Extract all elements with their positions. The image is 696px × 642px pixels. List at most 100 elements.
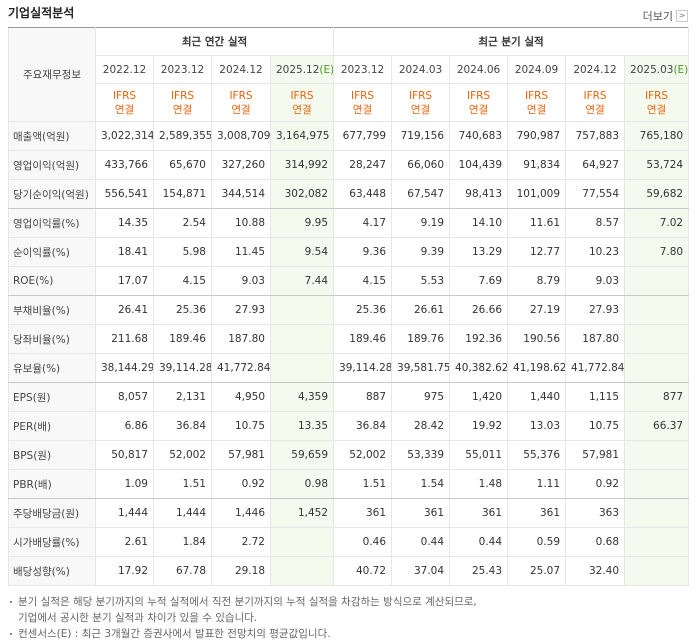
period: 2024.12 xyxy=(573,63,617,76)
period: 2024.12 xyxy=(219,63,263,76)
basis: 연결 xyxy=(352,103,373,116)
value-cell: 1.54 xyxy=(391,469,451,499)
data-row: PER(배) 6.86 36.84 10.75 13.35 36.84 28.42 19.92… xyxy=(8,411,690,441)
value-cell: 154,871 xyxy=(153,179,212,209)
row-label: 당기순이익(억원) xyxy=(8,179,96,209)
period-header: 2024.09 xyxy=(507,55,567,84)
basis: 연결 xyxy=(292,103,312,116)
value-cell: 53,339 xyxy=(391,440,451,470)
data-row: 당기순이익(억원) 556,541 154,871 344,514 302,082 63,… xyxy=(8,179,690,209)
basis: 연결 xyxy=(410,103,431,116)
value-cell: 17.92 xyxy=(95,556,154,586)
period-header: 2023.12 xyxy=(333,55,393,84)
more-arrow[interactable]: > xyxy=(676,10,688,22)
data-row: EPS(원) 8,057 2,131 4,950 4,359 887 975 1,420 1,4… xyxy=(8,382,690,412)
value-cell: 7.44 xyxy=(269,266,335,296)
value-cell: 11.61 xyxy=(507,208,567,238)
basis: 연결 xyxy=(646,103,667,116)
value-cell: 0.68 xyxy=(565,527,626,557)
value-cell: 36.84 xyxy=(153,411,212,441)
note: 기업에서 공시한 분기 실적과 차이가 있을 수 있습니다. xyxy=(18,612,258,624)
standard-header: IFRS 연결 xyxy=(391,83,451,122)
value-cell: 0.98 xyxy=(269,469,335,499)
value-cell: 1.11 xyxy=(507,469,567,499)
more-button[interactable]: 더보기 > xyxy=(643,8,688,24)
data-row: 유보율(%) 38,144.29 39,114.28 41,772.84 39,114.… xyxy=(8,353,690,383)
value-cell: 53,724 xyxy=(624,150,690,180)
value-cell: 98,413 xyxy=(449,179,509,209)
value-cell: 28.42 xyxy=(391,411,451,441)
value-cell: 41,772.84 xyxy=(565,353,626,383)
value-cell: 1.84 xyxy=(153,527,212,557)
group-header: 최근 분기 실적 xyxy=(333,27,690,56)
row-label: 주당배당금(원) xyxy=(8,498,96,528)
value-cell: 57,981 xyxy=(211,440,271,470)
period: 2023.12 xyxy=(160,63,205,76)
value-cell: 1.09 xyxy=(95,469,154,499)
empty-cell xyxy=(624,324,690,354)
standard: IFRS xyxy=(290,89,314,102)
basis: 연결 xyxy=(231,103,251,116)
data-row: 순이익률(%) 18.41 5.98 11.45 9.54 9.36 9.39 13.29 12… xyxy=(8,237,690,267)
value-cell: 6.86 xyxy=(95,411,154,441)
value-cell: 1.51 xyxy=(153,469,212,499)
value-cell: 12.77 xyxy=(507,237,567,267)
value-cell: 11.45 xyxy=(211,237,271,267)
row-label: 매출액(억원) xyxy=(8,121,96,151)
value-cell: 57,981 xyxy=(565,440,626,470)
value-cell: 91,834 xyxy=(507,150,567,180)
row-label: PBR(배) xyxy=(8,469,96,499)
value-cell: 877 xyxy=(624,382,690,412)
value-cell: 302,082 xyxy=(269,179,335,209)
value-cell: 28,247 xyxy=(333,150,393,180)
value-cell: 189.76 xyxy=(391,324,451,354)
value-cell: 5.98 xyxy=(153,237,212,267)
period: 2024.09 xyxy=(514,63,559,76)
period-header: 2023.12 xyxy=(153,55,212,84)
data-row: 영업이익률(%) 14.35 2.54 10.88 9.95 4.17 9.19 14.10 1… xyxy=(8,208,690,238)
value-cell: 13.29 xyxy=(449,237,509,267)
more-label[interactable]: 더보기 xyxy=(642,10,673,23)
value-cell: 344,514 xyxy=(211,179,271,209)
estimate-mark: (E) xyxy=(673,63,689,76)
row-label: BPS(원) xyxy=(8,440,96,470)
value-cell: 13.35 xyxy=(269,411,335,441)
value-cell: 63,448 xyxy=(333,179,393,209)
value-cell: 0.92 xyxy=(565,469,626,499)
value-cell: 0.44 xyxy=(391,527,451,557)
value-cell: 29.18 xyxy=(211,556,271,586)
value-cell: 2,131 xyxy=(153,382,212,412)
data-row: 매출액(억원) 3,022,314 2,589,355 3,008,709 3,164,… xyxy=(8,121,690,151)
value-cell: 8.57 xyxy=(565,208,626,238)
value-cell: 0.92 xyxy=(211,469,271,499)
row-label: 영업이익률(%) xyxy=(8,208,96,238)
value-cell: 0.59 xyxy=(507,527,567,557)
value-cell: 65,670 xyxy=(153,150,212,180)
value-cell: 66.37 xyxy=(624,411,690,441)
value-cell: 7.80 xyxy=(624,237,690,267)
standard-header: IFRS 연결 xyxy=(624,83,690,122)
row-label: ROE(%) xyxy=(8,266,96,296)
period-header: 2024.12 xyxy=(211,55,271,84)
standard: IFRS xyxy=(112,89,137,102)
value-cell: 740,683 xyxy=(449,121,509,151)
value-cell: 25.36 xyxy=(333,295,393,325)
standard: IFRS xyxy=(408,89,433,102)
period: 2025.12 xyxy=(276,63,320,76)
value-cell: 39,114.28 xyxy=(333,353,393,383)
value-cell: 14.10 xyxy=(449,208,509,238)
corner-cell: 주요재무정보 xyxy=(8,27,96,122)
value-cell: 190.56 xyxy=(507,324,567,354)
empty-cell xyxy=(269,353,335,383)
header-row: IFRS 연결 IFRS 연결 IFRS 연결 IFRS 연결 IFRS 연결 IFRS 연결 IFRS… xyxy=(9,83,690,122)
value-cell: 187.80 xyxy=(211,324,271,354)
data-row: 당좌비율(%) 211.68 189.46 187.80 189.46 189.76 192… xyxy=(8,324,690,354)
value-cell: 2,589,355 xyxy=(153,121,212,151)
value-cell: 37.04 xyxy=(391,556,451,586)
value-cell: 59,682 xyxy=(624,179,690,209)
value-cell: 1,440 xyxy=(507,382,567,412)
value-cell: 887 xyxy=(333,382,393,412)
data-row: 영업이익(억원) 433,766 65,670 327,260 314,992 28,24… xyxy=(8,150,690,180)
value-cell: 1.48 xyxy=(449,469,509,499)
row-label: 시가배당률(%) xyxy=(8,527,96,557)
